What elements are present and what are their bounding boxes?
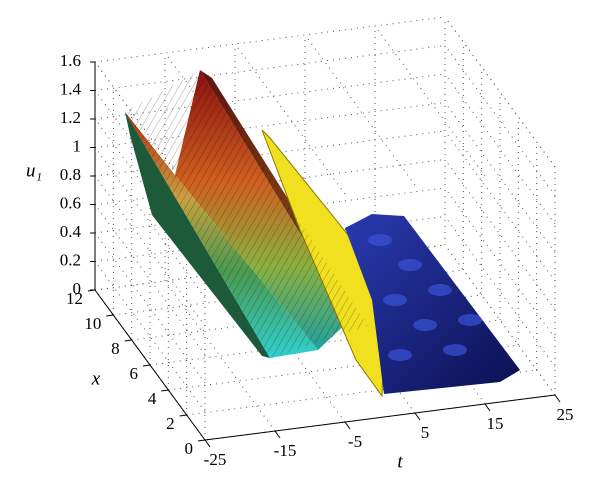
x-tick-label: -15: [274, 441, 297, 460]
z-tick-label: 1: [73, 136, 82, 155]
grid-line: [94, 159, 446, 205]
z-tick-label: 0: [73, 279, 82, 298]
tick-mark: [179, 414, 187, 417]
grid-line: [94, 187, 446, 234]
tick-mark: [414, 412, 421, 421]
z-tick-label: 0.6: [60, 193, 81, 212]
z-tick-label: 0.2: [60, 250, 81, 269]
ripples: [368, 234, 482, 361]
y-tick-label: 2: [166, 414, 175, 433]
tick-mark: [484, 403, 491, 412]
tick-mark: [344, 421, 351, 430]
tick-mark: [124, 339, 132, 342]
tick-mark: [204, 439, 211, 448]
x-tick-label: 15: [487, 414, 504, 433]
grid-line: [94, 130, 446, 177]
tick-mark: [106, 314, 114, 317]
grid-line: [304, 34, 416, 186]
y-axis-label: x: [91, 368, 101, 389]
grid-line: [94, 16, 446, 63]
grid-line: [444, 45, 556, 196]
mesh: [125, 70, 368, 358]
y-tick-label: 6: [130, 364, 139, 383]
y-tick-label: 0: [185, 439, 194, 458]
tick-mark: [197, 439, 206, 442]
axes: u₁ x t -25 -15 -5 5 15 2502468101200.20.40.60…: [26, 51, 574, 472]
z-tick-label: 1.6: [60, 51, 81, 70]
z-tick-label: 1.2: [60, 108, 81, 127]
x-tick-label: -25: [204, 450, 227, 469]
grid-line: [94, 102, 446, 148]
tick-mark: [142, 364, 151, 367]
x-tick-label: 25: [557, 405, 574, 424]
surface: [125, 70, 520, 398]
y-tick-label: 10: [84, 314, 101, 333]
y-tick-label: 4: [148, 389, 157, 408]
z-tick-label: 0.4: [60, 222, 82, 241]
z-tick-label: 1.4: [60, 79, 82, 98]
ripple-region: [345, 214, 520, 394]
tick-mark: [554, 394, 561, 403]
y-tick-label: 12: [66, 289, 83, 308]
tick-mark: [161, 389, 169, 392]
axis-line: [204, 394, 556, 441]
z-axis-label: u₁: [26, 160, 42, 181]
grid-line: [94, 73, 446, 120]
x-tick-label: -5: [348, 432, 362, 451]
tick-mark: [274, 430, 281, 439]
grid-line: [94, 45, 446, 91]
z-tick-label: 0.8: [60, 165, 81, 184]
grid-line: [444, 73, 556, 225]
y-tick-label: 8: [111, 339, 120, 358]
x-axis-label: t: [397, 451, 403, 472]
x-tick-label: 5: [421, 423, 430, 442]
grid-line: [374, 25, 486, 177]
